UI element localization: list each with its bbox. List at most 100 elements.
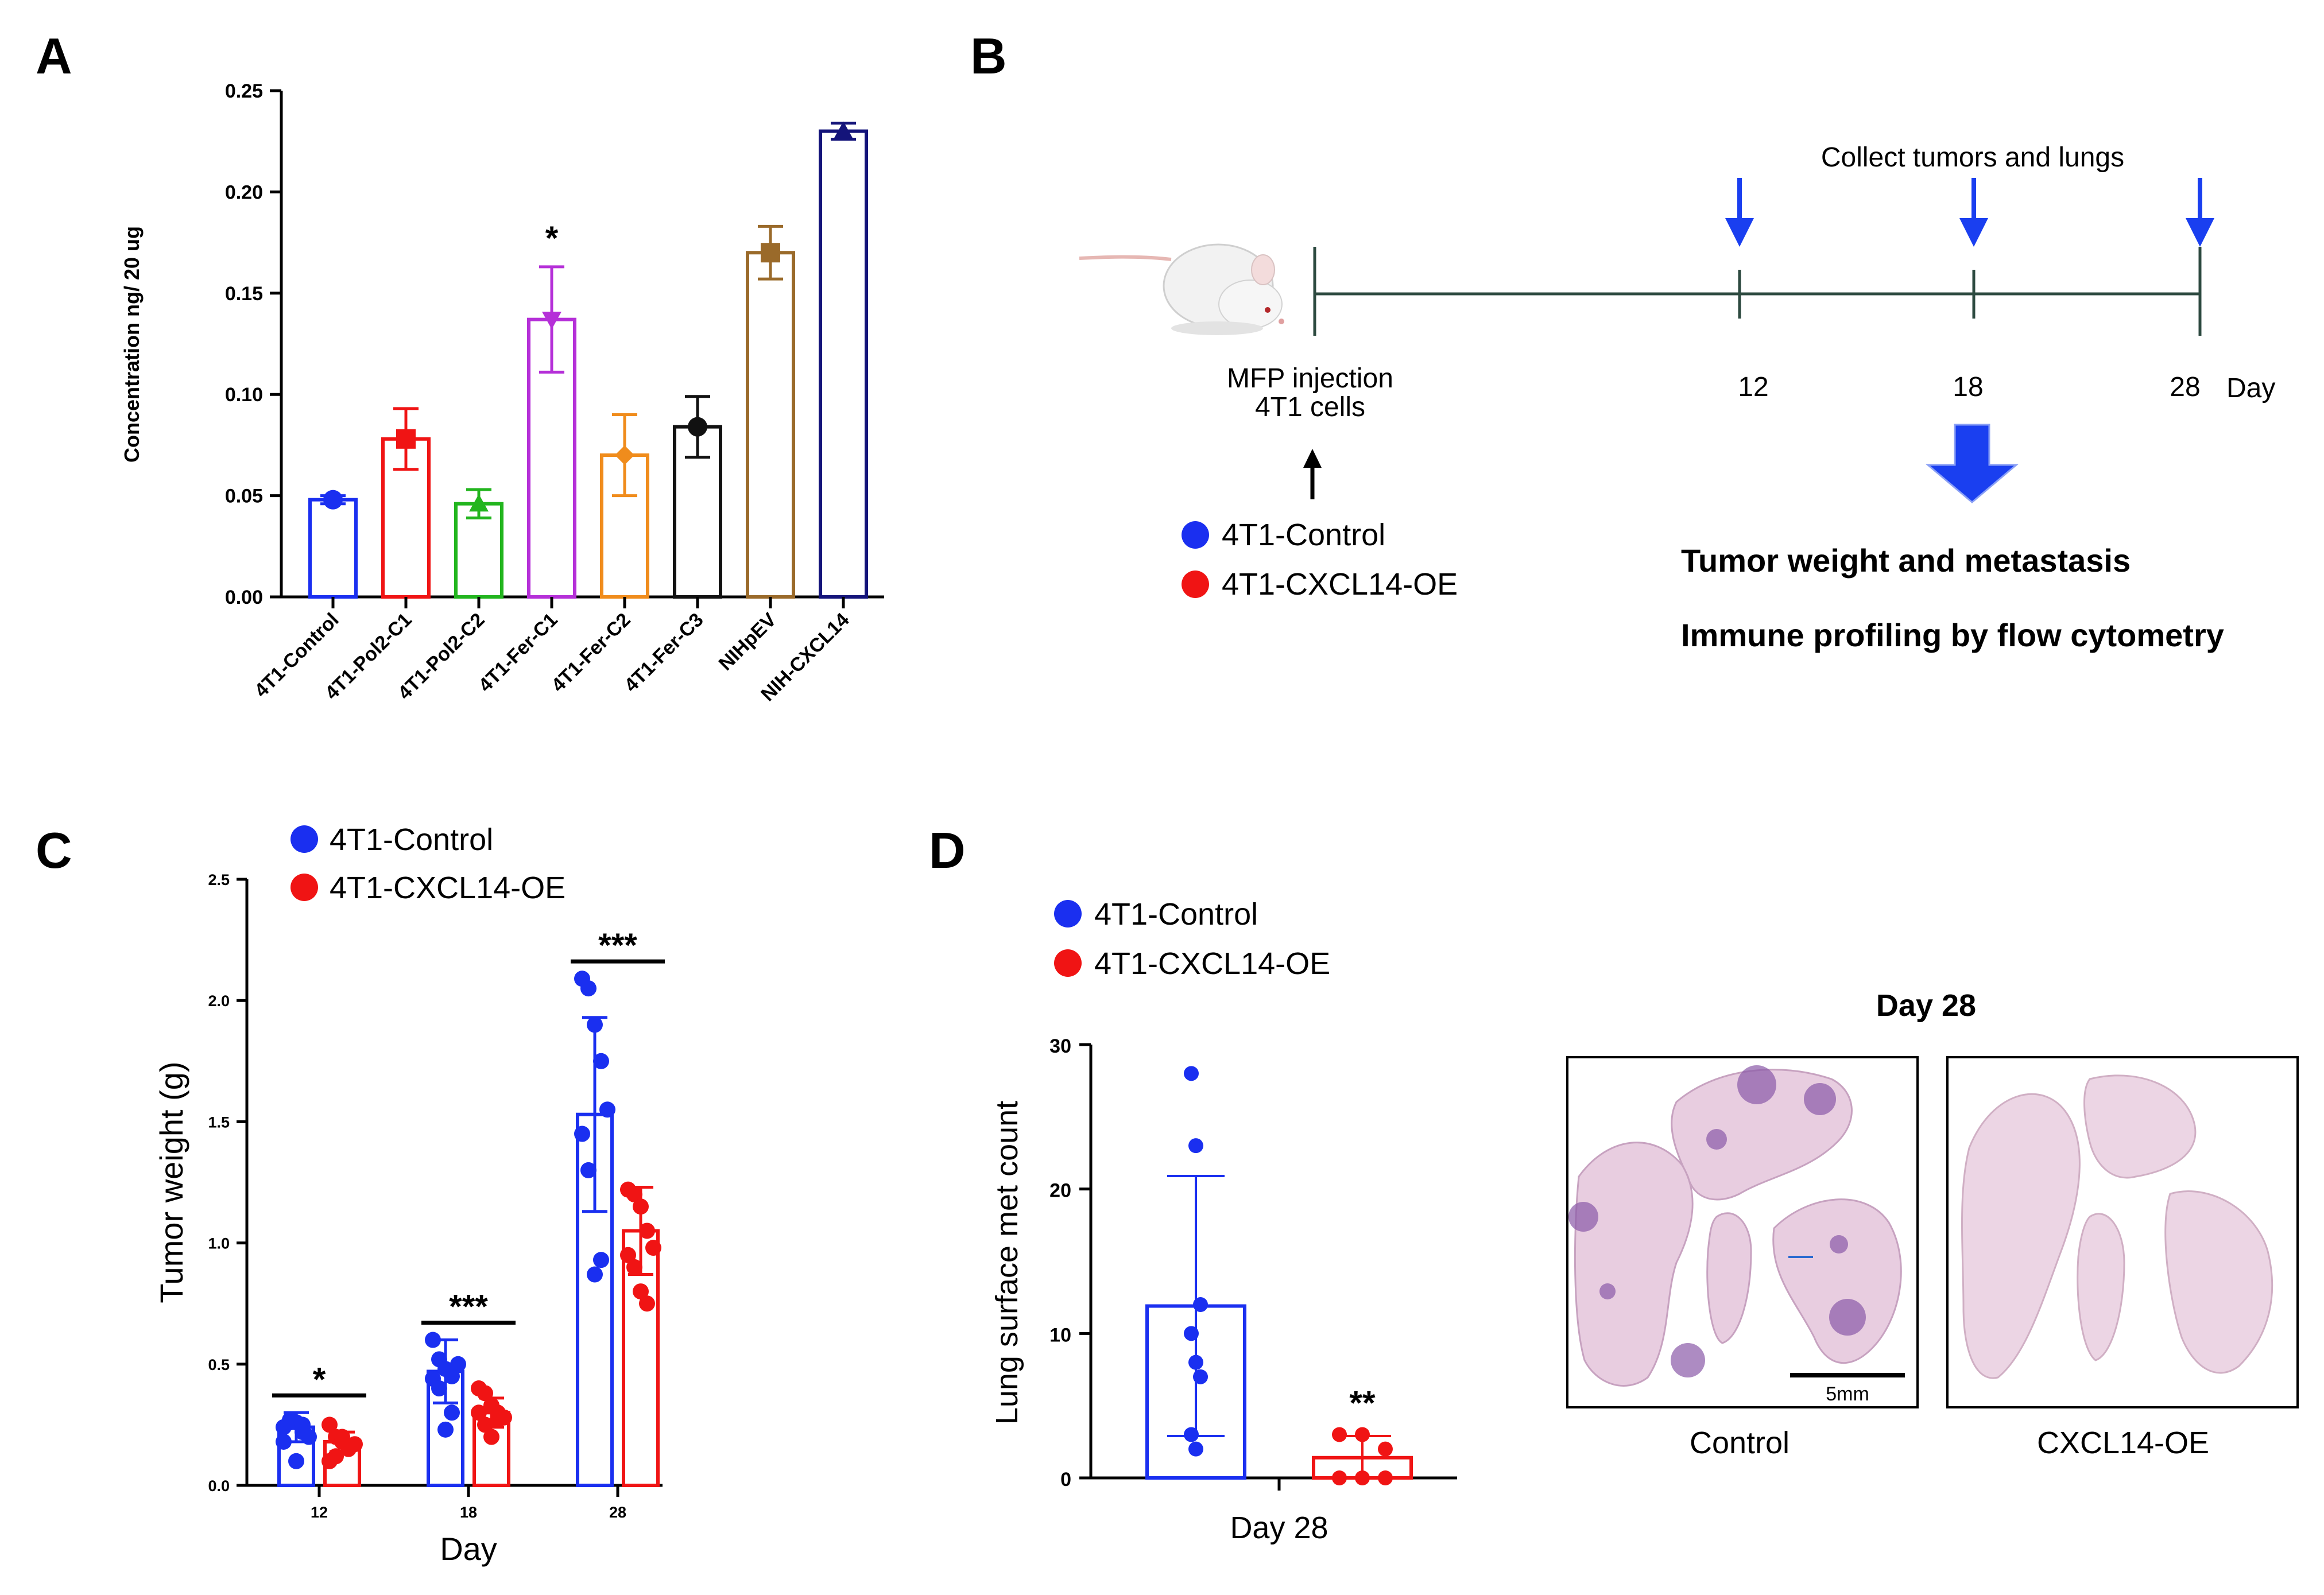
chart-a-significance: * [545,220,559,257]
chart-c-point [471,1404,487,1421]
chart-a-y-tick-label: 0.00 [225,587,263,608]
chart-a-marker [761,243,780,263]
chart-c-y-tick-label: 0.5 [208,1356,230,1373]
chart-c-point [620,1247,636,1263]
legend-d-oe: 4T1-CXCL14-OE [1094,946,1330,981]
chart-d-point [1332,1427,1347,1442]
histology-panel: Day 28 5mm Control CXCL14-OE [1566,988,2299,1460]
chart-d-y-tick-label: 30 [1049,1035,1071,1057]
outcome-immune-profiling: Immune profiling by flow cytometry [1681,617,2224,653]
timeline-day-label: Day [2226,373,2275,403]
chart-a-x-tick-label: NIHpEV [715,609,781,675]
chart-c-point [437,1421,454,1438]
chart-a-y-tick-label: 0.25 [225,80,263,102]
timeline-legend-oe: 4T1-CXCL14-OE [1222,567,1458,601]
chart-d-y-tick-label: 0 [1060,1469,1071,1491]
chart-c-y-tick-label: 2.5 [208,871,230,888]
chart-c-y-tick-label: 1.0 [208,1235,230,1252]
chart-c-point [574,1126,590,1142]
outcome-tumor-weight: Tumor weight and metastasis [1681,542,2131,579]
legend-c-oe: 4T1-CXCL14-OE [330,871,565,905]
chart-c-point [599,1101,615,1118]
chart-c-point [450,1356,466,1372]
panel-letter-d: D [929,822,966,879]
injection-label-line1: MFP injection [1227,363,1393,394]
injection-arrow [1303,449,1322,499]
injection-label-line2: 4T1 cells [1255,392,1365,422]
chart-c-x-label: Day [440,1531,497,1567]
histology-oe-image [1961,1074,2273,1379]
chart-a-marker [396,429,416,449]
chart-a-x-tick-label: 4T1-Fer-C2 [547,609,634,696]
chart-a-y-tick-label: 0.15 [225,283,263,305]
legend-c-control: 4T1-Control [330,822,493,857]
chart-c-point [639,1223,655,1239]
chart-a-marker [834,121,853,139]
chart-a-marker [615,445,634,465]
legend-c-control-marker [290,825,318,853]
chart-d-x-label: Day 28 [1230,1511,1328,1545]
legend-d-control: 4T1-Control [1094,897,1258,932]
chart-c-significance: * [313,1361,326,1398]
outcome-arrow [1925,424,2019,503]
chart-a-y-label: Concentration ng/ 20 ug [120,226,144,463]
chart-c-point [633,1283,649,1300]
legend-d-control-marker [1054,900,1082,927]
chart-d-point [1184,1066,1199,1081]
chart-c-x-tick-label: 28 [609,1504,626,1521]
scale-bar-label: 5mm [1826,1383,1869,1405]
chart-a-y-tick-label: 0.05 [225,486,263,507]
collect-label: Collect tumors and lungs [1821,142,2124,173]
chart-d-point [1378,1441,1393,1457]
chart-c-point [639,1295,655,1312]
chart-a-x-tick-label: 4T1-Fer-C3 [620,609,707,696]
chart-c-point [626,1259,642,1275]
chart-d-y-tick-label: 10 [1049,1324,1071,1346]
chart-a-bar [819,129,868,599]
chart-c-y-tick-label: 1.5 [208,1113,230,1131]
mouse-illustration [1079,243,1284,335]
chart-d-point [1355,1427,1370,1442]
chart-d: 4T1-Control 4T1-CXCL14-OE 0 10 20 30 ** Lun… [990,897,1457,1545]
chart-c-point [587,1266,603,1283]
chart-c-y-tick-label: 0.0 [208,1477,230,1495]
chart-d-y-tick-label: 20 [1049,1180,1071,1202]
chart-a: 0.000.050.100.150.200.25 * 4T1-Control4T… [120,80,884,705]
chart-c-y-tick-label: 2.0 [208,992,230,1010]
chart-a-x-tick-label: 4T1-Fer-C1 [474,609,561,696]
chart-c-point [593,1252,609,1268]
chart-d-y-label: Lung surface met count [990,1101,1024,1425]
chart-a-marker [469,494,489,512]
panel-letter-c: C [36,822,72,879]
chart-a-marker [688,417,707,437]
chart-c-point [288,1453,304,1469]
collect-arrow-12 [1725,178,1754,247]
chart-d-point [1188,1441,1203,1457]
timeline-day-28: 28 [2170,372,2200,402]
chart-c-point [483,1429,499,1445]
timeline-legend-control: 4T1-Control [1222,518,1385,552]
panel-letter-b: B [970,28,1007,84]
histology-label-control: Control [1690,1426,1790,1460]
chart-c-point [444,1368,460,1384]
chart-d-point [1188,1138,1203,1154]
chart-c-significance: *** [449,1289,488,1326]
chart-c-point [322,1417,338,1433]
collect-arrow-18 [1959,178,1988,247]
legend-c-oe-marker [290,874,318,901]
chart-a-marker [323,490,343,510]
histology-control-image [1568,1065,1902,1387]
chart-c-y-label: Tumor weight (g) [153,1061,189,1303]
legend-d-oe-marker [1054,949,1082,977]
chart-c-point [282,1414,298,1431]
chart-c-point [431,1380,447,1397]
chart-a-bar [746,251,795,599]
chart-c-significance: *** [598,927,637,964]
timeline-legend-oe-marker [1182,571,1209,598]
histology-title: Day 28 [1876,988,1976,1023]
collect-arrow-28 [2186,178,2214,247]
chart-c-point [580,980,597,997]
timeline-legend-control-marker [1182,521,1209,549]
panel-letter-a: A [36,28,72,84]
